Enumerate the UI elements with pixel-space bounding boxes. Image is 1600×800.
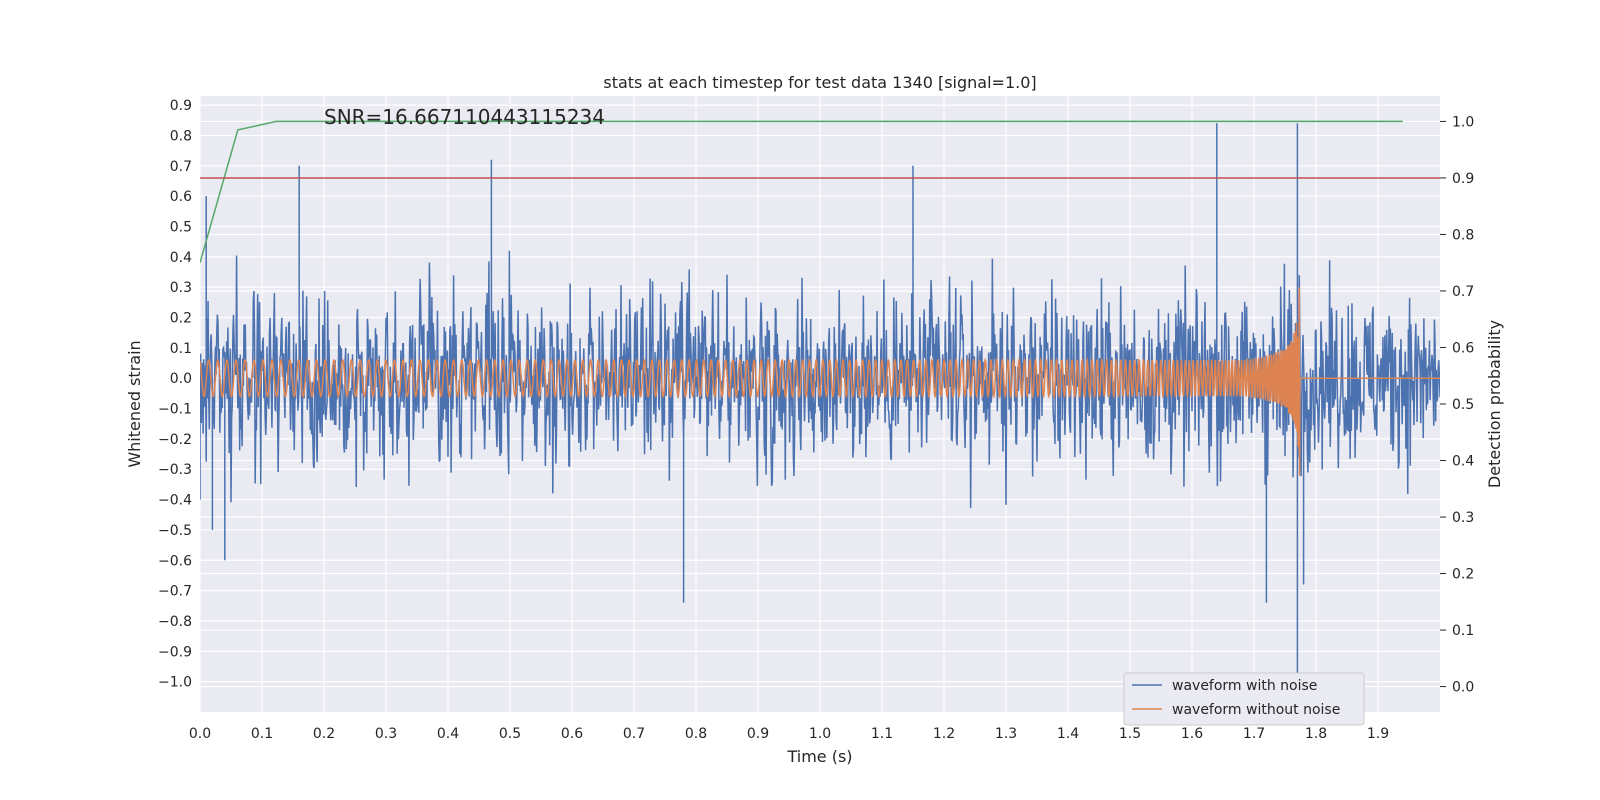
y-left-tick-label: −0.8 <box>158 614 192 630</box>
y-left-tick-label: −0.2 <box>158 432 192 448</box>
y-right-tick-label: 0.1 <box>1452 623 1474 639</box>
y-left-tick-label: 0.1 <box>170 341 192 357</box>
x-tick-label: 1.1 <box>871 726 893 742</box>
y-right-tick-label: 0.7 <box>1452 284 1474 300</box>
x-tick-label: 1.6 <box>1181 726 1203 742</box>
y-left-tick-label: 0.5 <box>170 219 192 235</box>
x-tick-label: 1.4 <box>1057 726 1079 742</box>
y-right-tick-label: 0.2 <box>1452 567 1474 583</box>
x-tick-label: 0.1 <box>251 726 273 742</box>
y-left-tick-label: 0.7 <box>170 159 192 175</box>
x-tick-label: 0.7 <box>623 726 645 742</box>
x-tick-label: 1.5 <box>1119 726 1141 742</box>
x-axis-ticks: 0.0 0.1 0.2 0.3 0.4 0.5 0.6 0.7 0.8 0.9 1.0 1.1 1.2 1… <box>189 726 1389 742</box>
signal-series-line <box>200 287 1440 476</box>
y-left-tick-label: 0.4 <box>170 250 192 266</box>
y-left-tick-label: −0.1 <box>158 402 192 418</box>
y-left-axis-ticks: 0.9 0.8 0.7 0.6 0.5 0.4 0.3 0.2 0.1 0.0 −0.1 −0.2 −0… <box>158 98 192 691</box>
noise-series-line <box>200 123 1440 697</box>
x-tick-label: 1.7 <box>1243 726 1265 742</box>
y-left-tick-label: −0.5 <box>158 523 192 539</box>
y-left-tick-label: 0.2 <box>170 311 192 327</box>
x-tick-label: 0.5 <box>499 726 521 742</box>
probability-series-line <box>200 120 1403 263</box>
x-tick-label: 1.2 <box>933 726 955 742</box>
legend-label-signal: waveform without noise <box>1172 702 1340 718</box>
x-tick-label: 0.3 <box>375 726 397 742</box>
y-right-tick-label: 0.6 <box>1452 340 1474 356</box>
y-right-tick-label: 0.3 <box>1452 510 1474 526</box>
x-tick-label: 0.6 <box>561 726 583 742</box>
snr-annotation: SNR=16.667110443115234 <box>324 105 605 129</box>
y-left-tick-label: −0.4 <box>158 493 192 509</box>
x-axis-label: Time (s) <box>786 747 852 766</box>
y-left-tick-label: −0.6 <box>158 553 192 569</box>
y-left-tick-label: 0.8 <box>170 128 192 144</box>
x-tick-label: 0.8 <box>685 726 707 742</box>
x-tick-label: 1.8 <box>1305 726 1327 742</box>
y-left-tick-label: 0.9 <box>170 98 192 114</box>
legend-box <box>1123 672 1365 726</box>
x-tick-label: 0.9 <box>747 726 769 742</box>
x-tick-label: 1.9 <box>1367 726 1389 742</box>
y-right-tick-label: 0.8 <box>1452 227 1474 243</box>
y-right-axis-label: Detection probability <box>1485 320 1504 488</box>
y-right-axis-ticks: 1.0 0.9 0.8 0.7 0.6 0.5 0.4 0.3 0.2 0.1 0.0 <box>1440 114 1474 696</box>
x-tick-label: 1.0 <box>809 726 831 742</box>
y-right-tick-label: 0.0 <box>1452 680 1474 696</box>
legend-label-noise: waveform with noise <box>1172 678 1317 694</box>
y-left-tick-label: −1.0 <box>158 675 192 691</box>
y-left-tick-label: −0.7 <box>158 584 192 600</box>
y-right-tick-label: 1.0 <box>1452 114 1474 130</box>
y-left-tick-label: 0.0 <box>170 371 192 387</box>
x-tick-label: 0.4 <box>437 726 459 742</box>
chart-title: stats at each timestep for test data 134… <box>603 73 1036 92</box>
y-right-tick-label: 0.5 <box>1452 397 1474 413</box>
y-left-axis-label: Whitened strain <box>125 340 144 467</box>
x-tick-label: 1.3 <box>995 726 1017 742</box>
y-left-tick-label: 0.6 <box>170 189 192 205</box>
x-tick-label: 0.2 <box>313 726 335 742</box>
y-left-tick-label: 0.3 <box>170 280 192 296</box>
x-tick-label: 0.0 <box>189 726 211 742</box>
y-left-tick-label: −0.9 <box>158 644 192 660</box>
y-right-tick-label: 0.9 <box>1452 171 1474 187</box>
y-left-tick-label: −0.3 <box>158 462 192 478</box>
y-right-tick-label: 0.4 <box>1452 454 1474 470</box>
legend: waveform with noise waveform without noi… <box>1123 672 1365 726</box>
